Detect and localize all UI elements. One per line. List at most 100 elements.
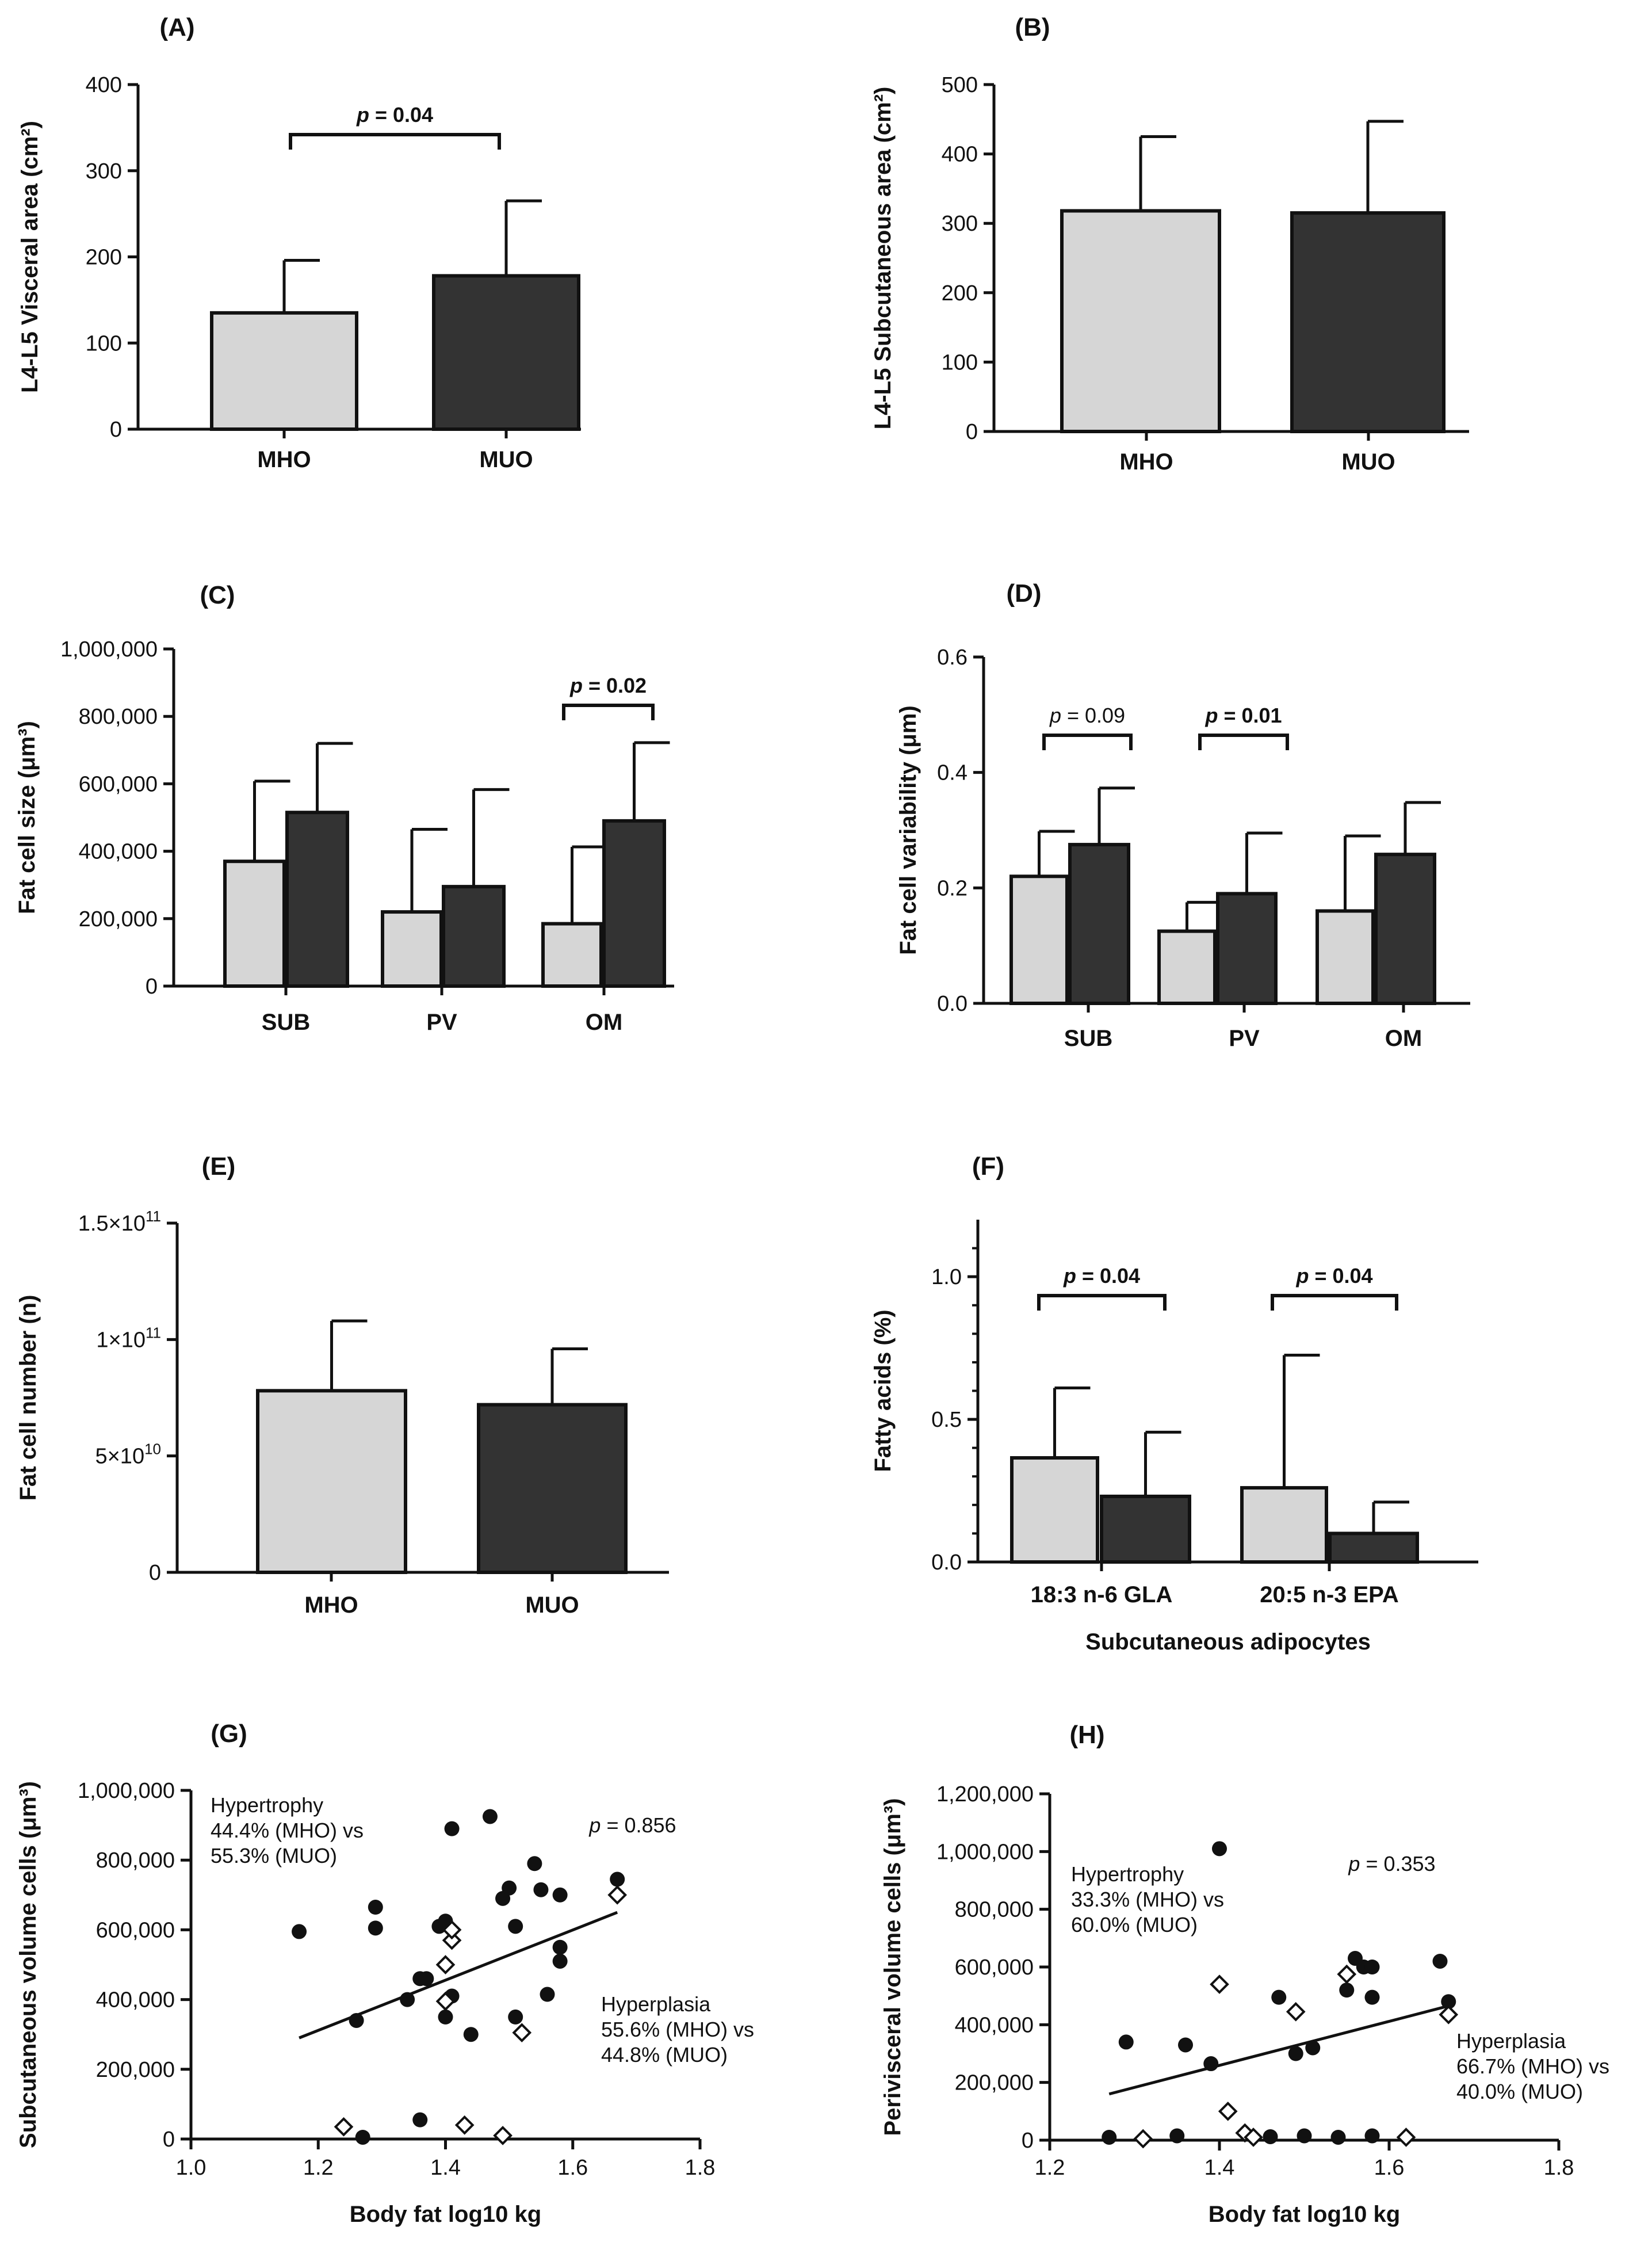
y-tick-exponent: 11 xyxy=(146,1208,161,1225)
hollow-diamond-point xyxy=(512,2023,532,2042)
mho-bar xyxy=(381,910,443,988)
muo-bar xyxy=(285,811,349,988)
filled-point xyxy=(1212,1841,1227,1857)
panel-label: (A) xyxy=(159,13,194,41)
filled-point xyxy=(1297,2128,1312,2144)
filled-point xyxy=(1339,1983,1355,1998)
y-tick-label: 0 xyxy=(146,975,158,999)
y-tick-label-text: 800,000 xyxy=(96,1848,175,1873)
y-tick-label-text: 0.0 xyxy=(937,992,968,1016)
hollow-diamond-point xyxy=(1337,1964,1357,1984)
y-tick-label-text: 300 xyxy=(942,212,978,236)
y-tick-label-text: 200 xyxy=(86,246,122,270)
hollow-diamond-point xyxy=(435,1991,456,2011)
hollow-diamond-point xyxy=(1235,2123,1255,2143)
x-category-label: 20:5 n-3 EPA xyxy=(1260,1582,1399,1607)
y-tick-label-text: 800,000 xyxy=(79,705,158,729)
hollow-diamond-point xyxy=(493,2126,513,2145)
x-category-label: SUB xyxy=(262,1010,310,1035)
y-tick-label: 200,000 xyxy=(96,2058,175,2082)
panel-label: (B) xyxy=(1015,13,1050,41)
mho-bar xyxy=(1157,929,1217,1006)
p-value-label: p = 0.04 xyxy=(1295,1264,1372,1288)
p-value-label: p = 0.01 xyxy=(1204,704,1282,727)
y-tick-label: 600,000 xyxy=(79,772,158,796)
hollow-diamond-point xyxy=(1210,1974,1229,1994)
p-value-label: p = 0.856 xyxy=(588,1813,676,1837)
p-letter: p xyxy=(569,674,583,697)
panel-b: (B) 0 100 200 300 400 500 L4-L5 Subcutaneous ar… xyxy=(870,13,1469,475)
filled-point xyxy=(533,1882,549,1897)
y-tick-label-text: 0 xyxy=(149,1561,161,1585)
y-tick-label: 1,000,000 xyxy=(78,1779,175,1803)
y-tick-label-text: 200,000 xyxy=(79,907,158,931)
x-tick-label: 1.4 xyxy=(1204,2156,1235,2180)
hypertrophy-annotation-line: Hypertrophy xyxy=(1071,1862,1184,1886)
filled-point xyxy=(610,1871,625,1887)
y-tick-label-text: 0.4 xyxy=(937,761,968,785)
x-category-label: MHO xyxy=(304,1592,358,1618)
y-tick-label: 0 xyxy=(163,2128,175,2152)
panel-label: (G) xyxy=(211,1720,247,1748)
x-tick-label: 1.2 xyxy=(1035,2156,1065,2180)
hollow-diamond-point xyxy=(1286,2002,1306,2022)
x-category-label: MHO xyxy=(1119,449,1173,475)
hollow-diamond-point xyxy=(454,2115,475,2135)
filled-point xyxy=(355,2129,370,2145)
filled-point xyxy=(412,2112,428,2128)
y-tick-label-text: 5×10 xyxy=(95,1445,144,1469)
filled-point xyxy=(1102,2129,1117,2145)
y-tick-label-text: 0.5 xyxy=(931,1408,962,1432)
hypertrophy-annotation-line: 33.3% (MHO) vs xyxy=(1071,1888,1224,1911)
hollow-diamond-point xyxy=(334,2117,354,2137)
y-tick-label-text: 0.6 xyxy=(937,646,968,670)
mho-bar xyxy=(1060,209,1221,433)
p-value: = 0.856 xyxy=(601,1813,676,1837)
filled-point xyxy=(438,2009,453,2025)
p-value: = 0.04 xyxy=(1309,1264,1372,1288)
p-value: = 0.01 xyxy=(1218,704,1282,727)
y-tick-label-text: 1×10 xyxy=(96,1328,146,1352)
p-value: = 0.02 xyxy=(583,674,647,697)
y-tick-label: 500 xyxy=(942,73,978,97)
y-tick-label-text: 400 xyxy=(86,73,122,97)
y-tick-label-text: 400,000 xyxy=(955,2013,1034,2037)
y-tick-label: 200,000 xyxy=(79,907,158,931)
p-letter: p xyxy=(1204,704,1218,727)
y-tick-label-text: 600,000 xyxy=(955,1955,1034,1980)
hyperplasia-annotation-line: Hyperplasia xyxy=(1456,2029,1566,2053)
panel-label: (H) xyxy=(1069,1721,1104,1749)
filled-point xyxy=(349,2012,364,2028)
filled-point xyxy=(1118,2034,1134,2050)
filled-point xyxy=(463,2027,479,2042)
hyperplasia-annotation-line: 44.8% (MUO) xyxy=(601,2043,728,2067)
p-value: = 0.04 xyxy=(369,103,433,127)
filled-point xyxy=(1364,1989,1380,2005)
hollow-diamond-point xyxy=(1439,2004,1459,2025)
x-category-label: PV xyxy=(1229,1026,1260,1051)
x-tick-label: 1.6 xyxy=(557,2156,588,2180)
muo-bar xyxy=(602,819,666,988)
y-axis-label: Fat cell size (μm³) xyxy=(14,721,40,914)
panel-f: (F) 0.0 0.5 1.0 Fatty acids (%) 18:3 n-6 GLA 2… xyxy=(870,1152,1478,1655)
muo-bar xyxy=(432,274,580,431)
significance-bracket xyxy=(1271,1294,1398,1311)
hypertrophy-annotation-line: 44.4% (MHO) vs xyxy=(211,1819,364,1842)
filled-point xyxy=(1178,2037,1193,2053)
x-axis-label: Body fat log10 kg xyxy=(350,2202,541,2227)
hyperplasia-annotation-line: 55.6% (MHO) vs xyxy=(601,2018,754,2041)
filled-point xyxy=(508,2009,523,2025)
y-tick-label-text: 400 xyxy=(942,143,978,167)
y-axis-label: L4-L5 Visceral area (cm²) xyxy=(17,121,43,393)
y-tick-label: 400,000 xyxy=(79,840,158,864)
filled-point xyxy=(1364,2128,1380,2144)
y-tick-label-text: 1,200,000 xyxy=(936,1782,1034,1806)
hollow-diamond-point xyxy=(1396,2128,1416,2147)
mho-bar xyxy=(1316,909,1375,1006)
filled-point xyxy=(1203,2056,1219,2072)
y-tick-label: 0.2 xyxy=(937,876,968,900)
y-tick-label: 1.5×1011 xyxy=(78,1208,161,1236)
y-axis-label: Fatty acids (%) xyxy=(870,1309,896,1472)
